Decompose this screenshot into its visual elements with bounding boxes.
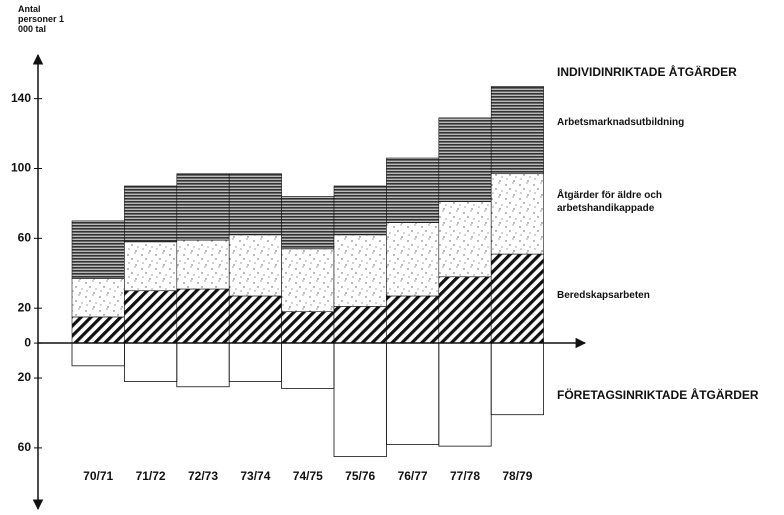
y-tick-label: 20 [18,300,32,314]
bar-segment [386,295,440,344]
bar-segment [333,306,387,344]
series-label: FÖRETAGSINRIKTADE ÅTGÄRDER [557,387,759,402]
bar-segment [71,220,125,279]
x-tick-label: 74/75 [293,469,323,483]
bar-segment [124,185,178,243]
bar-segment [281,248,335,312]
marks [71,86,545,458]
y-tick-label: 60 [18,231,32,245]
x-tick-label: 77/78 [450,469,480,483]
bar-segment [176,342,230,388]
x-tick-label: 73/74 [240,469,270,483]
bar-segment [176,239,230,290]
bar-segment [386,222,440,297]
bar-segment [490,86,544,175]
y-tick-label: 140 [11,91,31,105]
x-tick-label: 78/79 [502,469,532,483]
bar-segment [385,342,440,445]
x-tick-label: 75/76 [345,469,375,483]
bar-segment [333,234,387,307]
series-label: Åtgärder för äldre och arbetshandikappad… [557,189,663,214]
bar-segment [333,185,387,236]
bar-segment [71,278,125,318]
bar-segment [490,342,545,416]
bar-segment [176,288,230,344]
bar-segment [228,234,282,297]
x-tick-label: 71/72 [136,469,166,483]
bar-segment [228,295,282,344]
y-tick-label: 100 [11,161,31,175]
x-tick-label: 76/77 [398,469,428,483]
x-tick-label: 70/71 [83,469,113,483]
bar-segment [281,311,335,344]
series-label: Arbetsmarknadsutbildning [557,117,685,129]
bar-segment [124,241,178,292]
y-tick-label: 0 [24,335,31,349]
bar-segment [281,196,335,250]
bar-segment [490,253,544,344]
bar-segment [333,342,387,458]
bar-segment [438,276,492,344]
bar-segment [124,342,178,382]
y-tick-label: 20 [18,370,32,384]
bar-segment [438,342,492,447]
section-header: INDIVIDINRIKTADE ÅTGÄRDER [557,65,737,79]
bar-segment [228,173,282,236]
bar-segment [490,173,544,255]
bar-segment [438,117,492,202]
y-axis-label: Antal personer 1 000 tal [18,4,65,34]
series-label: Beredskapsarbeten [557,289,650,301]
bar-segment [71,316,125,344]
bar-segment [71,342,125,367]
bar-segment [228,342,282,382]
bar-segment [386,157,440,223]
bar-segment [176,173,230,241]
bar-segment [124,290,178,344]
bar-segment [438,201,492,278]
bar-segment [281,342,335,389]
y-tick-label: 60 [18,440,32,454]
x-tick-label: 72/73 [188,469,218,483]
